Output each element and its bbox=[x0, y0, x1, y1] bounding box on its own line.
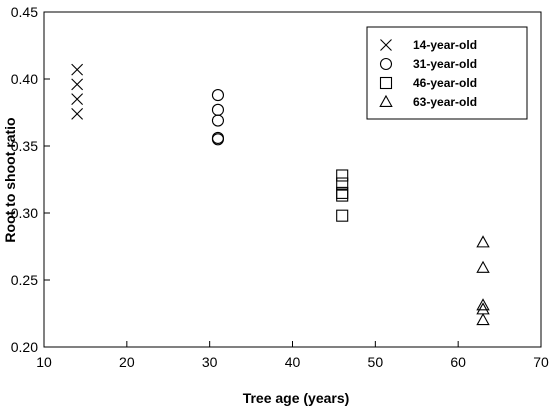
y-tick-label: 0.20 bbox=[11, 339, 38, 355]
data-point-triangle bbox=[476, 235, 490, 248]
y-tick-label: 0.40 bbox=[11, 71, 38, 87]
data-point-square bbox=[336, 169, 349, 182]
legend-marker-circle bbox=[379, 57, 393, 71]
data-point-x bbox=[71, 63, 84, 76]
marker-stroke bbox=[71, 93, 84, 105]
x-tick-label: 30 bbox=[202, 354, 218, 370]
legend-box bbox=[366, 26, 528, 120]
data-point-square bbox=[336, 189, 349, 202]
data-point-x bbox=[71, 107, 84, 120]
data-point-x bbox=[71, 78, 84, 91]
marker-stroke bbox=[71, 107, 84, 120]
data-point-x bbox=[71, 93, 84, 105]
data-point-triangle bbox=[476, 313, 490, 326]
data-point-square bbox=[336, 177, 349, 190]
legend-label: 46-year-old bbox=[413, 76, 477, 90]
data-point-circle bbox=[211, 89, 224, 102]
legend-marker-square bbox=[379, 76, 393, 90]
x-tick-label: 70 bbox=[533, 354, 549, 370]
legend-label: 14-year-old bbox=[413, 38, 477, 52]
x-tick-label: 60 bbox=[450, 354, 466, 370]
data-point-circle bbox=[211, 114, 224, 127]
x-tick-label: 50 bbox=[368, 354, 384, 370]
legend-marker-x bbox=[380, 39, 392, 51]
x-tick-label: 20 bbox=[119, 354, 135, 370]
legend-label: 31-year-old bbox=[413, 57, 477, 71]
series-x bbox=[71, 63, 84, 120]
data-point-circle bbox=[211, 103, 224, 116]
data-point-triangle bbox=[476, 260, 490, 273]
marker-stroke bbox=[71, 63, 84, 76]
y-tick-label: 0.25 bbox=[11, 272, 38, 288]
data-point-square bbox=[336, 209, 349, 222]
series-triangle bbox=[476, 235, 490, 326]
data-point-circle bbox=[211, 133, 224, 146]
y-tick-label: 0.45 bbox=[11, 4, 38, 20]
legend: 14-year-old 31-year-old 46-year-old 63-year… bbox=[366, 26, 528, 120]
y-tick-label: 0.35 bbox=[11, 138, 38, 154]
y-tick-label: 0.30 bbox=[11, 205, 38, 221]
series-circle bbox=[211, 89, 224, 146]
x-tick-label: 10 bbox=[36, 354, 52, 370]
data-points-layer bbox=[71, 63, 490, 326]
legend-label: 63-year-old bbox=[413, 95, 477, 109]
x-axis-title: Tree age (years) bbox=[243, 390, 350, 406]
series-square bbox=[336, 169, 349, 222]
data-point-triangle bbox=[476, 298, 490, 311]
x-tick-label: 40 bbox=[285, 354, 301, 370]
ticks-layer: 10 20 30 40 50 60 70 0.20 0.25 0.30 0.35 0.40 0.45 bbox=[11, 4, 549, 370]
data-point-triangle bbox=[476, 302, 490, 315]
legend-marker-triangle bbox=[379, 94, 393, 107]
marker-stroke bbox=[380, 39, 392, 51]
marker-stroke bbox=[71, 78, 84, 91]
y-axis-title: Root to shoot ratio bbox=[2, 117, 18, 242]
